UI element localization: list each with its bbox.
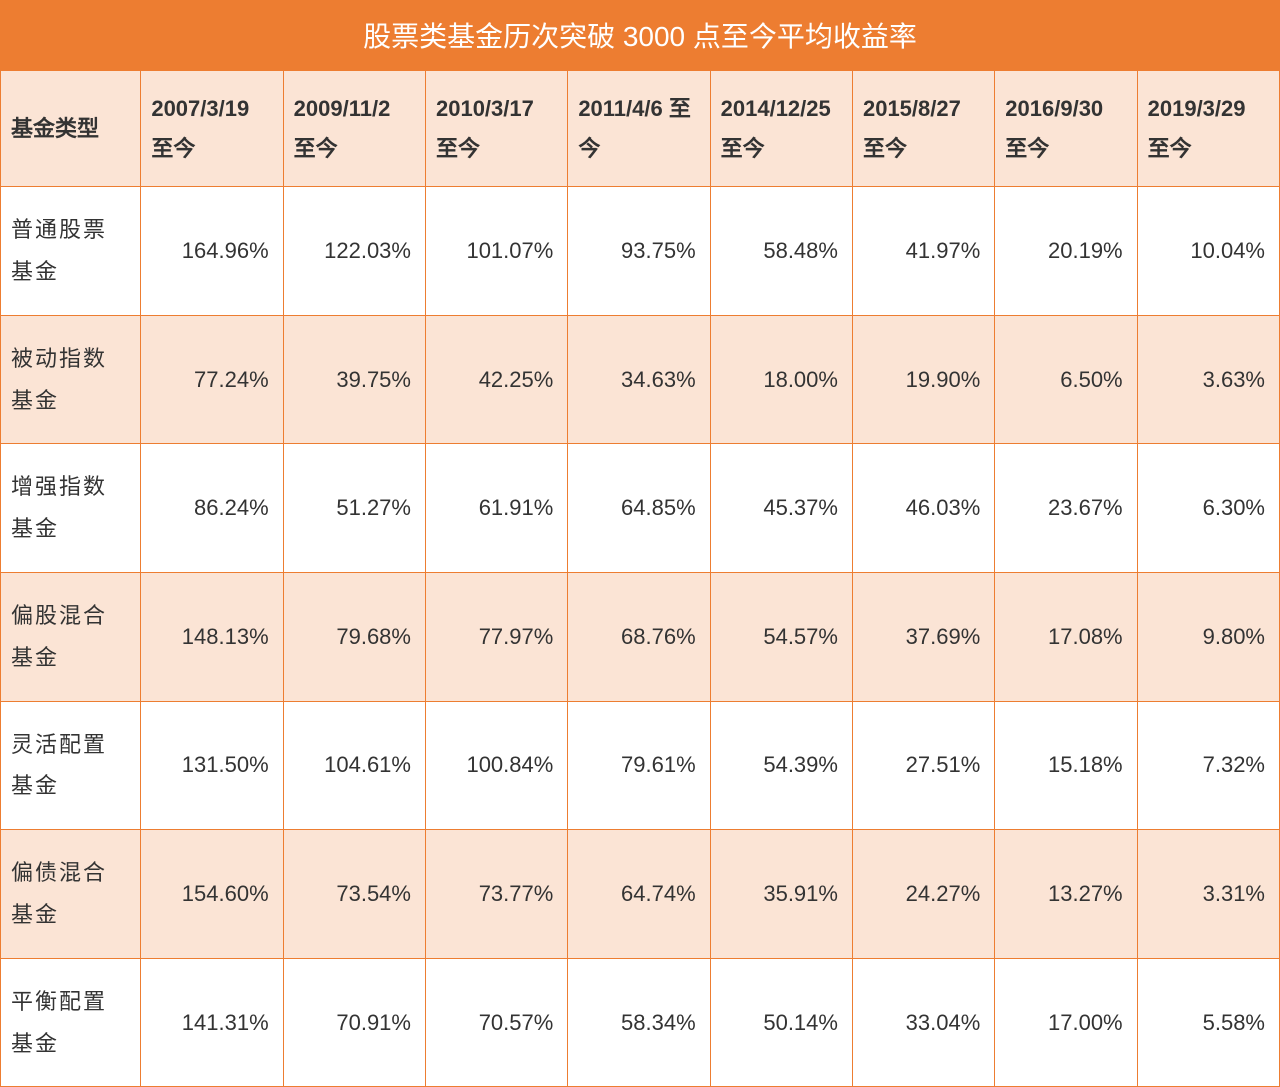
cell: 33.04% [852, 958, 994, 1087]
cell: 9.80% [1137, 572, 1279, 701]
cell: 93.75% [568, 187, 710, 316]
cell: 41.97% [852, 187, 994, 316]
cell: 73.77% [425, 830, 567, 959]
cell: 64.85% [568, 444, 710, 573]
table-row: 偏股混合基金 148.13% 79.68% 77.97% 68.76% 54.5… [1, 572, 1280, 701]
table-row: 普通股票基金 164.96% 122.03% 101.07% 93.75% 58… [1, 187, 1280, 316]
col-header-0: 2007/3/19 至今 [141, 71, 283, 187]
cell: 6.50% [995, 315, 1137, 444]
cell: 70.57% [425, 958, 567, 1087]
cell: 7.32% [1137, 701, 1279, 830]
cell: 45.37% [710, 444, 852, 573]
cell: 131.50% [141, 701, 283, 830]
cell: 46.03% [852, 444, 994, 573]
col-header-6: 2016/9/30 至今 [995, 71, 1137, 187]
cell: 79.61% [568, 701, 710, 830]
cell: 37.69% [852, 572, 994, 701]
cell: 17.08% [995, 572, 1137, 701]
cell: 39.75% [283, 315, 425, 444]
cell: 23.67% [995, 444, 1137, 573]
cell: 122.03% [283, 187, 425, 316]
cell: 19.90% [852, 315, 994, 444]
cell: 58.48% [710, 187, 852, 316]
cell: 5.58% [1137, 958, 1279, 1087]
cell: 18.00% [710, 315, 852, 444]
row-label-header: 基金类型 [1, 71, 141, 187]
row-label: 被动指数基金 [1, 315, 141, 444]
table-row: 增强指数基金 86.24% 51.27% 61.91% 64.85% 45.37… [1, 444, 1280, 573]
cell: 20.19% [995, 187, 1137, 316]
cell: 15.18% [995, 701, 1137, 830]
cell: 77.97% [425, 572, 567, 701]
cell: 86.24% [141, 444, 283, 573]
cell: 73.54% [283, 830, 425, 959]
table-row: 灵活配置基金 131.50% 104.61% 100.84% 79.61% 54… [1, 701, 1280, 830]
table-title: 股票类基金历次突破 3000 点至今平均收益率 [0, 0, 1280, 70]
cell: 79.68% [283, 572, 425, 701]
row-label: 增强指数基金 [1, 444, 141, 573]
cell: 13.27% [995, 830, 1137, 959]
cell: 64.74% [568, 830, 710, 959]
cell: 101.07% [425, 187, 567, 316]
col-header-1: 2009/11/2 至今 [283, 71, 425, 187]
cell: 50.14% [710, 958, 852, 1087]
header-row: 基金类型 2007/3/19 至今 2009/11/2 至今 2010/3/17… [1, 71, 1280, 187]
row-label: 平衡配置基金 [1, 958, 141, 1087]
fund-return-table: 股票类基金历次突破 3000 点至今平均收益率 基金类型 2007/3/19 至… [0, 0, 1280, 1087]
col-header-5: 2015/8/27 至今 [852, 71, 994, 187]
col-header-3: 2011/4/6 至今 [568, 71, 710, 187]
cell: 3.63% [1137, 315, 1279, 444]
cell: 61.91% [425, 444, 567, 573]
cell: 27.51% [852, 701, 994, 830]
cell: 6.30% [1137, 444, 1279, 573]
cell: 3.31% [1137, 830, 1279, 959]
row-label: 偏股混合基金 [1, 572, 141, 701]
cell: 70.91% [283, 958, 425, 1087]
cell: 17.00% [995, 958, 1137, 1087]
cell: 164.96% [141, 187, 283, 316]
cell: 141.31% [141, 958, 283, 1087]
cell: 24.27% [852, 830, 994, 959]
col-header-7: 2019/3/29 至今 [1137, 71, 1279, 187]
table-row: 平衡配置基金 141.31% 70.91% 70.57% 58.34% 50.1… [1, 958, 1280, 1087]
cell: 77.24% [141, 315, 283, 444]
cell: 10.04% [1137, 187, 1279, 316]
table-row: 偏债混合基金 154.60% 73.54% 73.77% 64.74% 35.9… [1, 830, 1280, 959]
cell: 54.39% [710, 701, 852, 830]
cell: 54.57% [710, 572, 852, 701]
cell: 104.61% [283, 701, 425, 830]
col-header-4: 2014/12/25 至今 [710, 71, 852, 187]
table-body: 普通股票基金 164.96% 122.03% 101.07% 93.75% 58… [1, 187, 1280, 1087]
cell: 58.34% [568, 958, 710, 1087]
table-row: 被动指数基金 77.24% 39.75% 42.25% 34.63% 18.00… [1, 315, 1280, 444]
cell: 154.60% [141, 830, 283, 959]
cell: 68.76% [568, 572, 710, 701]
col-header-2: 2010/3/17 至今 [425, 71, 567, 187]
cell: 34.63% [568, 315, 710, 444]
cell: 100.84% [425, 701, 567, 830]
row-label: 普通股票基金 [1, 187, 141, 316]
cell: 42.25% [425, 315, 567, 444]
data-table: 基金类型 2007/3/19 至今 2009/11/2 至今 2010/3/17… [0, 70, 1280, 1087]
row-label: 灵活配置基金 [1, 701, 141, 830]
cell: 51.27% [283, 444, 425, 573]
cell: 148.13% [141, 572, 283, 701]
row-label: 偏债混合基金 [1, 830, 141, 959]
cell: 35.91% [710, 830, 852, 959]
